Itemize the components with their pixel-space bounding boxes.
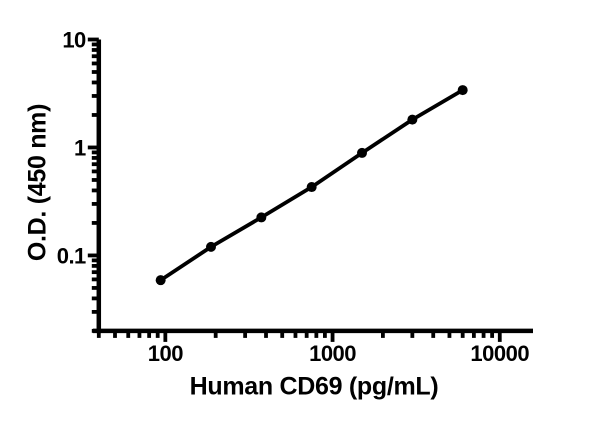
data-point-marker <box>155 275 166 286</box>
x-tick-label: 100 <box>148 341 183 366</box>
data-point-marker <box>306 182 317 193</box>
y-tick-label: 1 <box>74 135 86 160</box>
x-tick-label: 1000 <box>309 341 356 366</box>
data-point-marker <box>407 114 418 125</box>
data-point-marker <box>256 212 267 223</box>
data-point-marker <box>457 85 468 96</box>
x-tick-label: 10000 <box>470 341 529 366</box>
data-point-marker <box>205 241 216 252</box>
x-axis-title: Human CD69 (pg/mL) <box>190 373 439 401</box>
y-tick-label: 10 <box>62 28 86 53</box>
plot-area: 100 1000 10000 0.1 1 10 <box>57 28 533 366</box>
data-point-marker <box>357 147 368 158</box>
y-tick-label: 0.1 <box>57 243 86 268</box>
y-axis-title: O.D. (450 nm) <box>24 104 52 261</box>
